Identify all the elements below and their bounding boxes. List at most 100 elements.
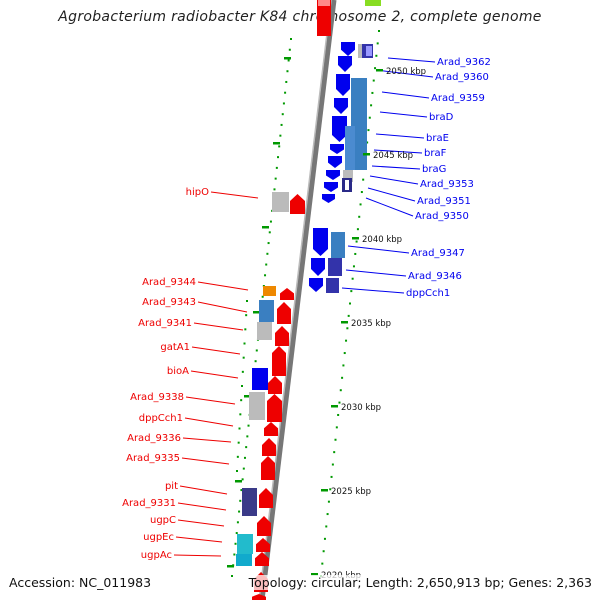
- gene-label-right: Arad_9359: [431, 93, 485, 104]
- leader-line-left: [184, 417, 234, 427]
- outer-left-tick: [288, 48, 291, 51]
- leader-line-right: [341, 287, 405, 294]
- leader-line-left: [193, 322, 244, 331]
- minus-gene-arrow: [255, 552, 269, 566]
- plus-gene-arrow: [326, 170, 340, 180]
- gene-label-left: Arad_9341: [138, 318, 192, 329]
- accession-text: Accession: NC_011983: [9, 575, 152, 590]
- domain-box: [236, 554, 252, 566]
- outer-left-tick: [242, 467, 245, 470]
- outer-right-tick: [335, 426, 338, 429]
- leader-line-right: [375, 69, 434, 78]
- plus-gene-arrow: [324, 182, 338, 192]
- outer-left-tick: [239, 499, 242, 502]
- gene-features: [236, 0, 381, 600]
- outer-left-tick: [278, 145, 281, 148]
- kbp-tick: [363, 153, 370, 156]
- gene-label-right: dppCch1: [406, 288, 450, 299]
- major-tick-left: [273, 142, 280, 145]
- leader-line-left: [197, 281, 249, 291]
- outer-right-tick: [342, 364, 345, 367]
- major-tick-left: [253, 311, 260, 314]
- gene-label-right: Arad_9347: [411, 248, 465, 259]
- gene-label-right: braD: [429, 112, 454, 123]
- outer-left-tick: [255, 349, 258, 352]
- outer-right-tick: [372, 79, 375, 82]
- kbp-scale: 2050 kbp 2045 kbp 2040 kbp 2035 kbp 2030 kbp…: [311, 67, 426, 581]
- outer-right-tick: [354, 252, 357, 255]
- minus-gene-arrow: [275, 326, 289, 346]
- outer-left-tick: [269, 220, 272, 223]
- kbp-label: 2025 kbp: [331, 487, 371, 497]
- leader-line-right: [373, 149, 423, 154]
- inner-left-tick: [239, 413, 242, 416]
- domain-box: [263, 286, 276, 296]
- inner-left-tick: [236, 470, 238, 472]
- inner-left-tick: [242, 356, 245, 359]
- leader-line-left: [179, 485, 228, 495]
- leader-line-right: [387, 57, 436, 63]
- outer-right-tick: [323, 537, 326, 540]
- outer-left-tick: [277, 156, 280, 159]
- outer-left-tick: [261, 295, 264, 298]
- plus-gene-arrow: [313, 228, 328, 256]
- backbone-line: [259, 0, 337, 600]
- gene-label-left: dppCch1: [139, 413, 183, 424]
- outer-left-tick: [234, 542, 237, 545]
- outer-right-tick: [322, 550, 325, 553]
- leader-line-right: [379, 111, 428, 118]
- major-tick-left: [235, 480, 242, 483]
- footer-bar: Accession: NC_011983 Topology: circular;…: [0, 572, 600, 594]
- outer-right-tick: [346, 327, 349, 330]
- gene-label-right: Arad_9353: [420, 179, 474, 190]
- outer-left-tick: [233, 553, 236, 556]
- minus-gene-arrow: [257, 516, 271, 536]
- minus-gene-arrow: [264, 422, 278, 436]
- major-tick-left: [284, 57, 291, 60]
- kbp-tick: [352, 237, 359, 240]
- label-leader-lines: [173, 57, 436, 557]
- outer-right-tick: [337, 413, 340, 416]
- outer-right-tick: [359, 203, 362, 206]
- gene-labels: Arad_9362 Arad_9360 Arad_9359 braD braE braF b…: [122, 57, 491, 561]
- outer-left-tick: [284, 91, 287, 94]
- outer-left-tick: [254, 360, 257, 363]
- outer-right-tick: [345, 339, 348, 342]
- domain-box: [249, 392, 265, 420]
- domain-box: [318, 0, 330, 6]
- minus-gene-arrow: [280, 288, 294, 300]
- inner-left-tick: [245, 314, 248, 317]
- plus-gene-arrow: [332, 116, 347, 142]
- outer-left-tick: [265, 263, 268, 266]
- inner-left-tick: [243, 342, 246, 345]
- outer-left-tick: [264, 274, 267, 277]
- minus-gene-arrow: [261, 456, 275, 480]
- plus-gene-arrow: [328, 156, 342, 168]
- gene-label-left: Arad_9336: [127, 433, 181, 444]
- plus-gene-arrow: [322, 194, 335, 203]
- minus-gene-arrow: [252, 594, 266, 600]
- minus-gene-arrow: [277, 302, 291, 324]
- kbp-tick: [331, 405, 338, 408]
- leader-line-right: [371, 165, 421, 170]
- outer-left-tick: [245, 446, 248, 449]
- inner-left-tick: [240, 399, 243, 402]
- outer-left-tick: [273, 188, 276, 191]
- outer-right-tick: [339, 389, 342, 392]
- gene-label-right: Arad_9360: [435, 72, 489, 83]
- outer-left-tick: [243, 456, 246, 459]
- outer-right-tick: [327, 500, 330, 503]
- plus-gene-arrow: [341, 42, 355, 56]
- leader-line-left: [191, 346, 241, 355]
- leader-line-left: [182, 437, 232, 443]
- outer-left-tick: [279, 134, 282, 137]
- outer-left-tick: [241, 478, 244, 481]
- gene-label-left: Arad_9343: [142, 297, 196, 308]
- domain-box: [328, 258, 342, 276]
- outer-right-tick: [371, 91, 374, 94]
- kbp-label: 2050 kbp: [386, 67, 426, 77]
- domain-box: [242, 488, 257, 516]
- outer-right-tick: [350, 290, 353, 293]
- outer-left-tick: [290, 38, 292, 40]
